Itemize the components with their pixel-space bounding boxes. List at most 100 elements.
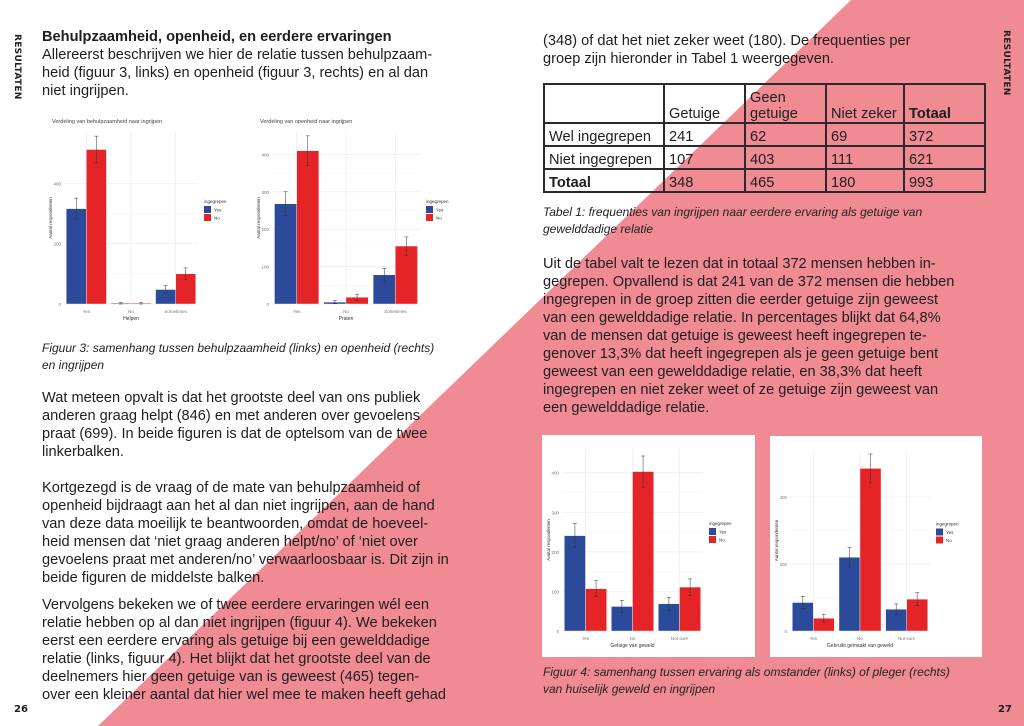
text-line: geweest van een gewelddadige relatie, en… bbox=[543, 364, 922, 380]
x-tick-label: Yes bbox=[293, 309, 301, 314]
table-cell: 403 bbox=[744, 145, 827, 170]
text-line: ingegrepen en niet zeker weet of ze getu… bbox=[543, 382, 939, 398]
table-cell: 465 bbox=[744, 168, 827, 193]
y-axis-label: Aantal respondenten bbox=[48, 197, 53, 239]
table-cell: 180 bbox=[825, 168, 905, 193]
y-tick-label: 400 bbox=[261, 152, 269, 157]
legend-label: Yes bbox=[436, 208, 444, 213]
text-line: genover 13,3% dat heeft ingegrepen als j… bbox=[543, 346, 939, 362]
legend-label: No bbox=[719, 538, 725, 543]
text-line: van de mensen dat getuige is geweest hee… bbox=[543, 328, 927, 344]
table-header-cell bbox=[543, 83, 665, 124]
figure-4-right-chart: 0 200 400 Yes No Not sure Gebruikt gemaakt van… bbox=[770, 436, 982, 657]
text-line: niet ingrijpen. bbox=[42, 83, 129, 99]
section-side-label: RESULTATEN bbox=[12, 34, 22, 100]
intro-paragraph: Allereerst beschrijven we hier de relati… bbox=[42, 46, 432, 100]
legend-swatch-no bbox=[426, 214, 433, 221]
paragraph-2: Kortgezegd is de vraag of de mate van be… bbox=[42, 479, 449, 587]
legend-swatch-no bbox=[204, 214, 211, 221]
y-axis-label: Aantal respondenten bbox=[546, 519, 551, 561]
y-axis-label: Aantal respondenten bbox=[774, 519, 779, 561]
table-header-cell: Niet zeker bbox=[825, 83, 905, 124]
bar-chart: 0 100 200 300 400 Yes No Not sure Getuige van ge… bbox=[546, 449, 732, 649]
y-tick-label: 400 bbox=[53, 181, 61, 186]
legend-label: No bbox=[946, 538, 952, 543]
legend-label: Yes bbox=[946, 530, 954, 535]
paragraph-3: Vervolgens bekeken we of twee eerdere er… bbox=[42, 596, 446, 704]
paragraph-table-analysis: Uit de tabel valt te lezen dat in totaal… bbox=[543, 255, 954, 417]
x-tick-label: No bbox=[128, 309, 134, 314]
table-header-row: Getuige Geen getuige Niet zeker Totaal bbox=[543, 83, 986, 124]
bar-yes bbox=[274, 203, 297, 305]
frequency-table: Getuige Geen getuige Niet zeker Totaal W… bbox=[543, 83, 986, 193]
text-line: relatie (links, figuur 4). Het blijkt da… bbox=[42, 651, 431, 667]
text-line: groep zijn hieronder in Tabel 1 weergege… bbox=[543, 51, 834, 67]
y-tick-label: 100 bbox=[261, 265, 269, 270]
figure-4-left-chart: 0 100 200 300 400 Yes No Not sure Getuige van ge… bbox=[542, 435, 755, 657]
x-tick-label: Not sure bbox=[671, 636, 689, 641]
text-line: Wat meteen opvalt is dat het grootste de… bbox=[42, 390, 421, 406]
x-axis-label: Helpen bbox=[123, 316, 139, 322]
table-header-cell: Getuige bbox=[663, 83, 746, 124]
table-cell: 111 bbox=[825, 145, 905, 170]
y-tick-label: 300 bbox=[551, 510, 559, 515]
y-axis-label: Aantal respondenten bbox=[256, 197, 261, 239]
y-tick-label: 0 bbox=[556, 629, 559, 634]
text-line: gevoelens praat met anderen/no’ verwaarl… bbox=[42, 552, 449, 568]
y-tick-label: 0 bbox=[58, 302, 61, 307]
text-line: deelnemers hier geen getuige van is gewe… bbox=[42, 669, 420, 685]
figure-3-caption: Figuur 3: samenhang tussen behulpzaamhei… bbox=[42, 340, 434, 373]
table-cell: Totaal bbox=[543, 168, 665, 193]
intro-paragraph-right: (348) of dat het niet zeker weet (180). … bbox=[543, 32, 910, 68]
text-line: (348) of dat het niet zeker weet (180). … bbox=[543, 33, 911, 49]
chart-title: Verdeling van behulpzaamheid naar ingrij… bbox=[52, 119, 162, 125]
y-tick-label: 0 bbox=[784, 629, 787, 634]
text-line: heid (figuur 3, links) en openheid (figu… bbox=[42, 65, 429, 81]
bar-yes bbox=[564, 535, 586, 632]
table-row: Wel ingegrepen 241 62 69 372 bbox=[543, 122, 986, 147]
text-line: over een kleiner aantal dat hier wel mee… bbox=[42, 687, 447, 703]
bar-no bbox=[859, 468, 882, 632]
x-axis-label: Praten bbox=[339, 316, 354, 322]
legend-swatch-yes bbox=[709, 528, 716, 535]
text-line: heid mensen dat ‘niet graag anderen help… bbox=[42, 534, 418, 550]
figure-3-left-chart: Verdeling van behulpzaamheid naar ingrij… bbox=[44, 112, 250, 330]
legend-label: Yes bbox=[214, 208, 222, 213]
x-tick-label: Sometimes bbox=[164, 309, 187, 314]
table-cell: 372 bbox=[903, 122, 986, 147]
legend-title: ingegrepen bbox=[936, 522, 959, 527]
text-line: praat (699). In beide figuren is dat de … bbox=[42, 426, 428, 442]
legend-title: ingegrepen bbox=[204, 199, 227, 204]
legend-label: No bbox=[214, 216, 220, 221]
text-line: gegrepen. Opvallend is dat 241 van de 37… bbox=[543, 274, 955, 290]
text-line: Figuur 3: samenhang tussen behulpzaamhei… bbox=[42, 341, 435, 355]
table-row: Niet ingegrepen 107 403 111 621 bbox=[543, 145, 986, 170]
table-cell: 69 bbox=[825, 122, 905, 147]
table-caption: Tabel 1: frequenties van ingrijpen naar … bbox=[543, 204, 922, 237]
legend-swatch-no bbox=[709, 536, 716, 543]
x-tick-label: Yes bbox=[83, 309, 91, 314]
y-tick-label: 400 bbox=[779, 495, 787, 500]
table-cell: Wel ingegrepen bbox=[543, 122, 665, 147]
table-cell: 621 bbox=[903, 145, 986, 170]
text-line: openheid bijdraagt aan het al dan niet i… bbox=[42, 498, 435, 514]
table-cell: Niet ingegrepen bbox=[543, 145, 665, 170]
y-tick-label: 200 bbox=[551, 550, 559, 555]
text-line: linkerbalken. bbox=[42, 444, 124, 460]
bar-no bbox=[296, 150, 320, 305]
table-cell: 62 bbox=[744, 122, 827, 147]
text-line: anderen graag helpt (846) en met anderen… bbox=[42, 408, 421, 424]
y-tick-label: 100 bbox=[551, 589, 559, 594]
text-line: een gewelddadige relatie. bbox=[543, 400, 710, 416]
text-line: eerst een eerdere ervaring als getuige b… bbox=[42, 633, 430, 649]
table-cell: 241 bbox=[663, 122, 746, 147]
x-tick-label: Not sure bbox=[898, 636, 916, 641]
table-header-cell: Totaal bbox=[903, 83, 986, 124]
y-tick-label: 200 bbox=[261, 227, 269, 232]
table-cell: 107 bbox=[663, 145, 746, 170]
text-line: van huiselijk geweld en ingrijpen bbox=[543, 681, 716, 696]
text-line: Allereerst beschrijven we hier de relati… bbox=[42, 47, 433, 63]
table-header-cell: Geen getuige bbox=[744, 83, 827, 124]
text-line: van een gewelddadige relatie. In percent… bbox=[543, 310, 941, 326]
legend-label: No bbox=[436, 216, 442, 221]
